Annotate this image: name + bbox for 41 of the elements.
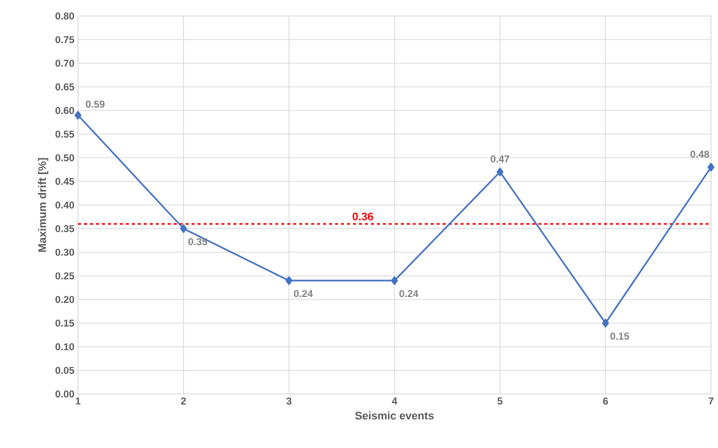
x-tick-label: 3 xyxy=(286,398,292,405)
point xyxy=(708,162,714,172)
x-tick-label: 7 xyxy=(708,398,714,404)
point xyxy=(391,276,398,285)
y-tick-label: 0.10 xyxy=(55,343,74,350)
data-label: 0.35 xyxy=(188,238,208,246)
x-tick-label: 5 xyxy=(498,398,502,404)
y-tick-label: 0.45 xyxy=(55,178,74,185)
y-tick-label: 0.80 xyxy=(55,12,74,20)
y-tick-label: 0.00 xyxy=(55,390,74,398)
data-label: 0.15 xyxy=(610,332,630,340)
data-label: 0.48 xyxy=(690,150,710,158)
point xyxy=(74,110,82,120)
data-label: 0.59 xyxy=(86,100,105,108)
x-tick-label: 6 xyxy=(603,398,608,405)
y-tick-label: 0.05 xyxy=(55,366,74,374)
y-tick-label: 0.15 xyxy=(55,320,74,327)
y-tick-label: 0.75 xyxy=(55,36,74,44)
y-tick-label: 0.20 xyxy=(55,296,74,304)
y-tick-label: 0.50 xyxy=(55,154,74,162)
point xyxy=(286,276,292,285)
data-label: 0.47 xyxy=(490,155,510,162)
y-tick-label: 0.65 xyxy=(55,83,74,90)
point xyxy=(180,224,187,233)
y-tick-label: 0.55 xyxy=(55,130,74,138)
y-tick-label: 0.25 xyxy=(55,272,74,280)
y-tick-label: 0.40 xyxy=(55,201,74,209)
ref-line-label: 0.36 xyxy=(352,212,374,220)
y-tick-label: 0.70 xyxy=(55,60,74,67)
x-axis-title: Seismic events xyxy=(355,411,434,420)
y-axis-title: Maximum drift [%] xyxy=(38,158,48,252)
x-tick-label: 2 xyxy=(181,398,186,404)
x-tick-label: 4 xyxy=(392,398,398,404)
data-label: 0.24 xyxy=(294,290,313,298)
point xyxy=(602,318,609,328)
x-tick-label: 1 xyxy=(76,398,80,404)
y-tick-label: 0.35 xyxy=(55,225,74,232)
y-tick-label: 0.30 xyxy=(55,248,74,256)
data-label: 0.24 xyxy=(399,290,418,298)
point xyxy=(496,168,504,176)
y-tick-label: 0.60 xyxy=(55,106,74,114)
